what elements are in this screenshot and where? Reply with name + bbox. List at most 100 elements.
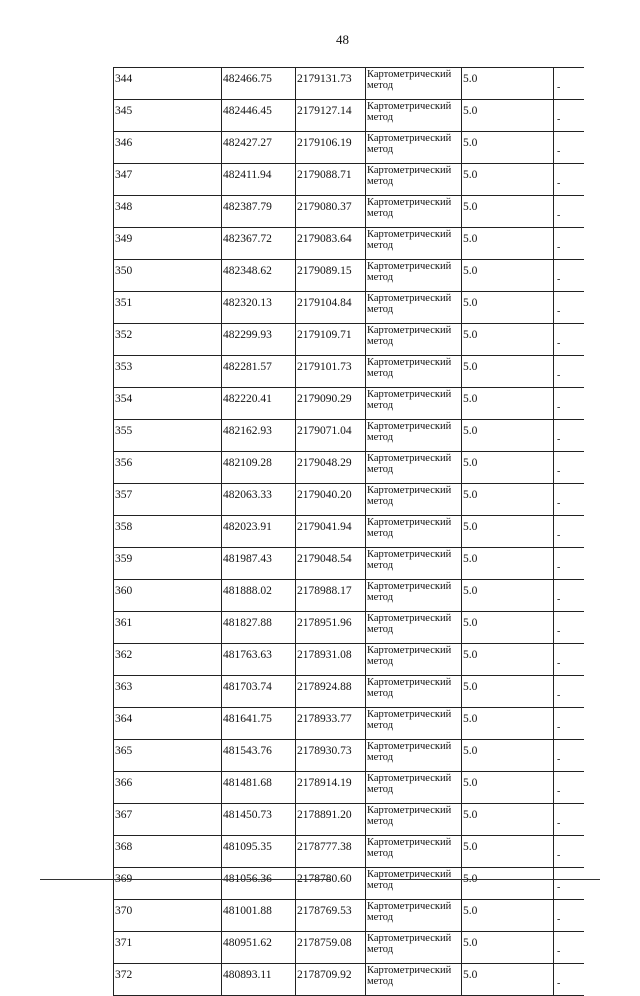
table-row: 344 482466.75 2179131.73 Картометрический м… <box>113 67 584 100</box>
point-number-cell: 357 <box>113 483 222 516</box>
table-row: 350 482348.62 2179089.15 Картометрический м… <box>113 259 584 292</box>
note-value: - <box>557 178 561 189</box>
note-cell: - <box>553 739 584 772</box>
method-cell: Картометрический метод <box>365 579 462 612</box>
x-coordinate-cell: 482023.91 <box>221 515 296 548</box>
x-coordinate-cell: 481703.74 <box>221 675 296 708</box>
table-row: 372 480893.11 2178709.92 Картометрический м… <box>113 963 584 996</box>
method-cell: Картометрический метод <box>365 227 462 260</box>
accuracy-cell: 5.0 <box>461 579 554 612</box>
method-cell: Картометрический метод <box>365 547 462 580</box>
note-cell: - <box>553 131 584 164</box>
y-coordinate-cell: 2178891.20 <box>295 803 366 836</box>
accuracy-cell: 5.0 <box>461 67 554 100</box>
note-cell: - <box>553 483 584 516</box>
note-cell: - <box>553 899 584 932</box>
method-cell: Картометрический метод <box>365 67 462 100</box>
x-coordinate-cell: 482367.72 <box>221 227 296 260</box>
table-row: 354 482220.41 2179090.29 Картометрический м… <box>113 387 584 420</box>
y-coordinate-cell: 2179109.71 <box>295 323 366 356</box>
note-cell: - <box>553 515 584 548</box>
accuracy-cell: 5.0 <box>461 227 554 260</box>
method-cell: Картометрический метод <box>365 323 462 356</box>
point-number-cell: 362 <box>113 643 222 676</box>
note-cell: - <box>553 419 584 452</box>
table-row: 355 482162.93 2179071.04 Картометрический м… <box>113 419 584 452</box>
point-number-cell: 361 <box>113 611 222 644</box>
accuracy-cell: 5.0 <box>461 643 554 676</box>
page-number: 48 <box>336 32 349 47</box>
point-number-cell: 367 <box>113 803 222 836</box>
accuracy-cell: 5.0 <box>461 707 554 740</box>
note-cell: - <box>553 579 584 612</box>
x-coordinate-cell: 481056.36 <box>221 867 296 900</box>
x-coordinate-cell: 482109.28 <box>221 451 296 484</box>
note-value: - <box>557 274 561 285</box>
table-row: 369 481056.36 2178780.60 Картометрический м… <box>113 867 584 900</box>
x-coordinate-cell: 482063.33 <box>221 483 296 516</box>
accuracy-cell: 5.0 <box>461 835 554 868</box>
note-value: - <box>557 242 561 253</box>
accuracy-cell: 5.0 <box>461 547 554 580</box>
x-coordinate-cell: 481888.02 <box>221 579 296 612</box>
accuracy-cell: 5.0 <box>461 515 554 548</box>
note-cell: - <box>553 707 584 740</box>
x-coordinate-cell: 482220.41 <box>221 387 296 420</box>
y-coordinate-cell: 2178924.88 <box>295 675 366 708</box>
note-value: - <box>557 210 561 221</box>
note-cell: - <box>553 547 584 580</box>
note-cell: - <box>553 451 584 484</box>
note-cell: - <box>553 643 584 676</box>
x-coordinate-cell: 481450.73 <box>221 803 296 836</box>
accuracy-cell: 5.0 <box>461 195 554 228</box>
x-coordinate-cell: 481481.68 <box>221 771 296 804</box>
table-row: 370 481001.88 2178769.53 Картометрический м… <box>113 899 584 932</box>
x-coordinate-cell: 480893.11 <box>221 963 296 996</box>
method-cell: Картометрический метод <box>365 643 462 676</box>
note-cell: - <box>553 387 584 420</box>
method-cell: Картометрический метод <box>365 899 462 932</box>
accuracy-cell: 5.0 <box>461 931 554 964</box>
table-row: 363 481703.74 2178924.88 Картометрический м… <box>113 675 584 708</box>
accuracy-cell: 5.0 <box>461 899 554 932</box>
method-cell: Картометрический метод <box>365 771 462 804</box>
note-cell: - <box>553 291 584 324</box>
y-coordinate-cell: 2179101.73 <box>295 355 366 388</box>
note-cell: - <box>553 323 584 356</box>
point-number-cell: 358 <box>113 515 222 548</box>
accuracy-cell: 5.0 <box>461 259 554 292</box>
accuracy-cell: 5.0 <box>461 675 554 708</box>
note-cell: - <box>553 675 584 708</box>
note-cell: - <box>553 99 584 132</box>
accuracy-cell: 5.0 <box>461 739 554 772</box>
x-coordinate-cell: 482427.27 <box>221 131 296 164</box>
accuracy-cell: 5.0 <box>461 99 554 132</box>
y-coordinate-cell: 2179090.29 <box>295 387 366 420</box>
table-row: 345 482446.45 2179127.14 Картометрический м… <box>113 99 584 132</box>
y-coordinate-cell: 2179048.54 <box>295 547 366 580</box>
table-row: 364 481641.75 2178933.77 Картометрический м… <box>113 707 584 740</box>
y-coordinate-cell: 2178931.08 <box>295 643 366 676</box>
y-coordinate-cell: 2179104.84 <box>295 291 366 324</box>
footer-rule-left <box>40 879 330 880</box>
point-number-cell: 351 <box>113 291 222 324</box>
note-value: - <box>557 818 561 829</box>
method-cell: Картометрический метод <box>365 451 462 484</box>
note-value: - <box>557 338 561 349</box>
point-number-cell: 348 <box>113 195 222 228</box>
note-value: - <box>557 146 561 157</box>
method-cell: Картометрический метод <box>365 355 462 388</box>
y-coordinate-cell: 2179041.94 <box>295 515 366 548</box>
accuracy-cell: 5.0 <box>461 131 554 164</box>
method-cell: Картометрический метод <box>365 675 462 708</box>
table-row: 361 481827.88 2178951.96 Картометрический м… <box>113 611 584 644</box>
method-cell: Картометрический метод <box>365 387 462 420</box>
y-coordinate-cell: 2178777.38 <box>295 835 366 868</box>
table-row: 362 481763.63 2178931.08 Картометрический м… <box>113 643 584 676</box>
accuracy-cell: 5.0 <box>461 771 554 804</box>
method-cell: Картометрический метод <box>365 419 462 452</box>
note-cell: - <box>553 67 584 100</box>
table-row: 347 482411.94 2179088.71 Картометрический м… <box>113 163 584 196</box>
method-cell: Картометрический метод <box>365 867 462 900</box>
note-cell: - <box>553 163 584 196</box>
